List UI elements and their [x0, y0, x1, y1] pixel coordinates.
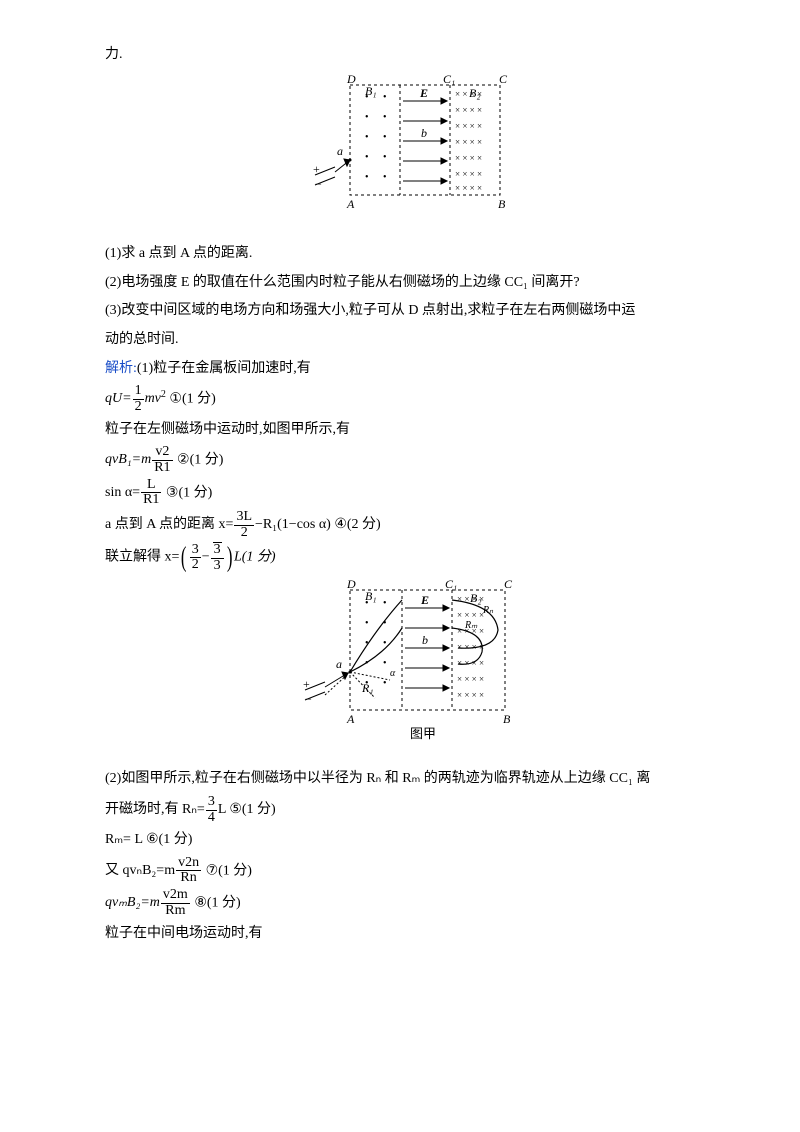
- fig1-E: E: [419, 86, 428, 100]
- svg-text:+: +: [303, 677, 310, 691]
- equation-1: qU=12mv2 ①(1 分): [105, 384, 705, 414]
- question-3b: 动的总时间.: [105, 327, 705, 354]
- fig1-a: a: [337, 144, 343, 158]
- svg-text:•: •: [383, 92, 387, 103]
- analysis-label: 解析:: [105, 361, 137, 376]
- svg-text:•: •: [383, 172, 387, 183]
- svg-text:•: •: [365, 618, 369, 629]
- fig1-b: b: [421, 126, 427, 140]
- fig2-C: C: [504, 580, 513, 591]
- svg-text:−: −: [315, 177, 322, 191]
- fig2-B2: B₂: [470, 591, 482, 605]
- step-3b: 开磁场时,有 Rₙ=34L ⑤(1 分): [105, 795, 705, 825]
- fig1-B1: B₁: [365, 84, 377, 98]
- fig2-B1: B₁: [365, 589, 377, 603]
- fig1-C: C: [499, 75, 508, 86]
- svg-text:•: •: [383, 598, 387, 609]
- step-3a: (2)如图甲所示,粒子在右侧磁场中以半径为 Rₙ 和 Rₘ 的两轨迹为临界轨迹从…: [105, 766, 705, 793]
- step-1: (1)粒子在金属板间加速时,有: [137, 361, 311, 376]
- fig2-Rm: Rₘ: [464, 620, 478, 631]
- fig2-D: D: [346, 580, 356, 591]
- svg-text:•: •: [365, 152, 369, 163]
- fig2-R1: R₁: [361, 681, 374, 695]
- svg-text:•: •: [365, 112, 369, 123]
- fig1-D: D: [346, 75, 356, 86]
- fig2-b: b: [422, 633, 428, 647]
- svg-text:× × × ×: × × × ×: [455, 105, 482, 115]
- svg-text:× × × ×: × × × ×: [457, 610, 484, 620]
- figure-1: •• •• •• •• •• × × × × × × × × × × × × ×…: [105, 75, 705, 236]
- svg-text:•: •: [365, 172, 369, 183]
- fig2-a: a: [336, 657, 342, 671]
- question-2: (2)电场强度 E 的取值在什么范围内时粒子能从右侧磁场的上边缘 CC₁ 间离开…: [105, 270, 705, 297]
- equation-8: qvₘB₂=mv2mRm ⑧(1 分): [105, 888, 705, 918]
- svg-text:+: +: [313, 162, 320, 176]
- fig2-caption: 图甲: [410, 726, 436, 741]
- svg-text:× × × ×: × × × ×: [455, 153, 482, 163]
- svg-text:−: −: [305, 692, 312, 706]
- svg-text:× × × ×: × × × ×: [457, 674, 484, 684]
- text-line-prefix: 力.: [105, 42, 705, 69]
- svg-text:•: •: [383, 112, 387, 123]
- svg-text:•: •: [365, 132, 369, 143]
- svg-text:× × × ×: × × × ×: [455, 169, 482, 179]
- document-page: 力. • • • • • • • • • •: [0, 0, 800, 1132]
- equation-3: sin α=LR1 ③(1 分): [105, 478, 705, 508]
- fig2-alpha: α: [390, 668, 396, 679]
- figure-2-svg: •• •• •• •• •• × × × × × × × × × × × × ×…: [290, 580, 520, 750]
- svg-text:× × × ×: × × × ×: [455, 137, 482, 147]
- step-4: 粒子在中间电场运动时,有: [105, 921, 705, 948]
- svg-text:× × × ×: × × × ×: [457, 690, 484, 700]
- analysis-line: 解析:(1)粒子在金属板间加速时,有: [105, 356, 705, 383]
- fig2-B: B: [503, 712, 511, 726]
- equation-5: 联立解得 x=(32−33)L(1 分): [105, 542, 705, 573]
- svg-text:•: •: [383, 152, 387, 163]
- fig2-Rn: Rₙ: [482, 605, 494, 616]
- fig2-C1: C₁: [445, 580, 457, 591]
- svg-text:× × × ×: × × × ×: [455, 183, 482, 193]
- figure-1-svg: •• •• •• •• •• × × × × × × × × × × × × ×…: [295, 75, 515, 225]
- fig1-B2: B₂: [469, 86, 481, 100]
- equation-2: qvB₁=mv2R1 ②(1 分): [105, 445, 705, 475]
- fig2-A: A: [346, 712, 355, 726]
- equation-6: Rₘ= L ⑥(1 分): [105, 827, 705, 854]
- fig1-B: B: [498, 197, 506, 211]
- equation-7: 又 qvₙB₂=mv2nRn ⑦(1 分): [105, 856, 705, 886]
- equation-4: a 点到 A 点的距离 x=3L2−R₁(1−cos α) ④(2 分): [105, 510, 705, 540]
- svg-text:× × × ×: × × × ×: [455, 121, 482, 131]
- svg-text:•: •: [383, 132, 387, 143]
- question-3a: (3)改变中间区域的电场方向和场强大小,粒子可从 D 点射出,求粒子在左右两侧磁…: [105, 298, 705, 325]
- question-1: (1)求 a 点到 A 点的距离.: [105, 241, 705, 268]
- svg-text:•: •: [383, 658, 387, 669]
- fig2-E: E: [420, 593, 429, 607]
- step-2: 粒子在左侧磁场中运动时,如图甲所示,有: [105, 417, 705, 444]
- figure-2: •• •• •• •• •• × × × × × × × × × × × × ×…: [105, 580, 705, 761]
- fig1-C1: C₁: [443, 75, 455, 86]
- fig1-A: A: [346, 197, 355, 211]
